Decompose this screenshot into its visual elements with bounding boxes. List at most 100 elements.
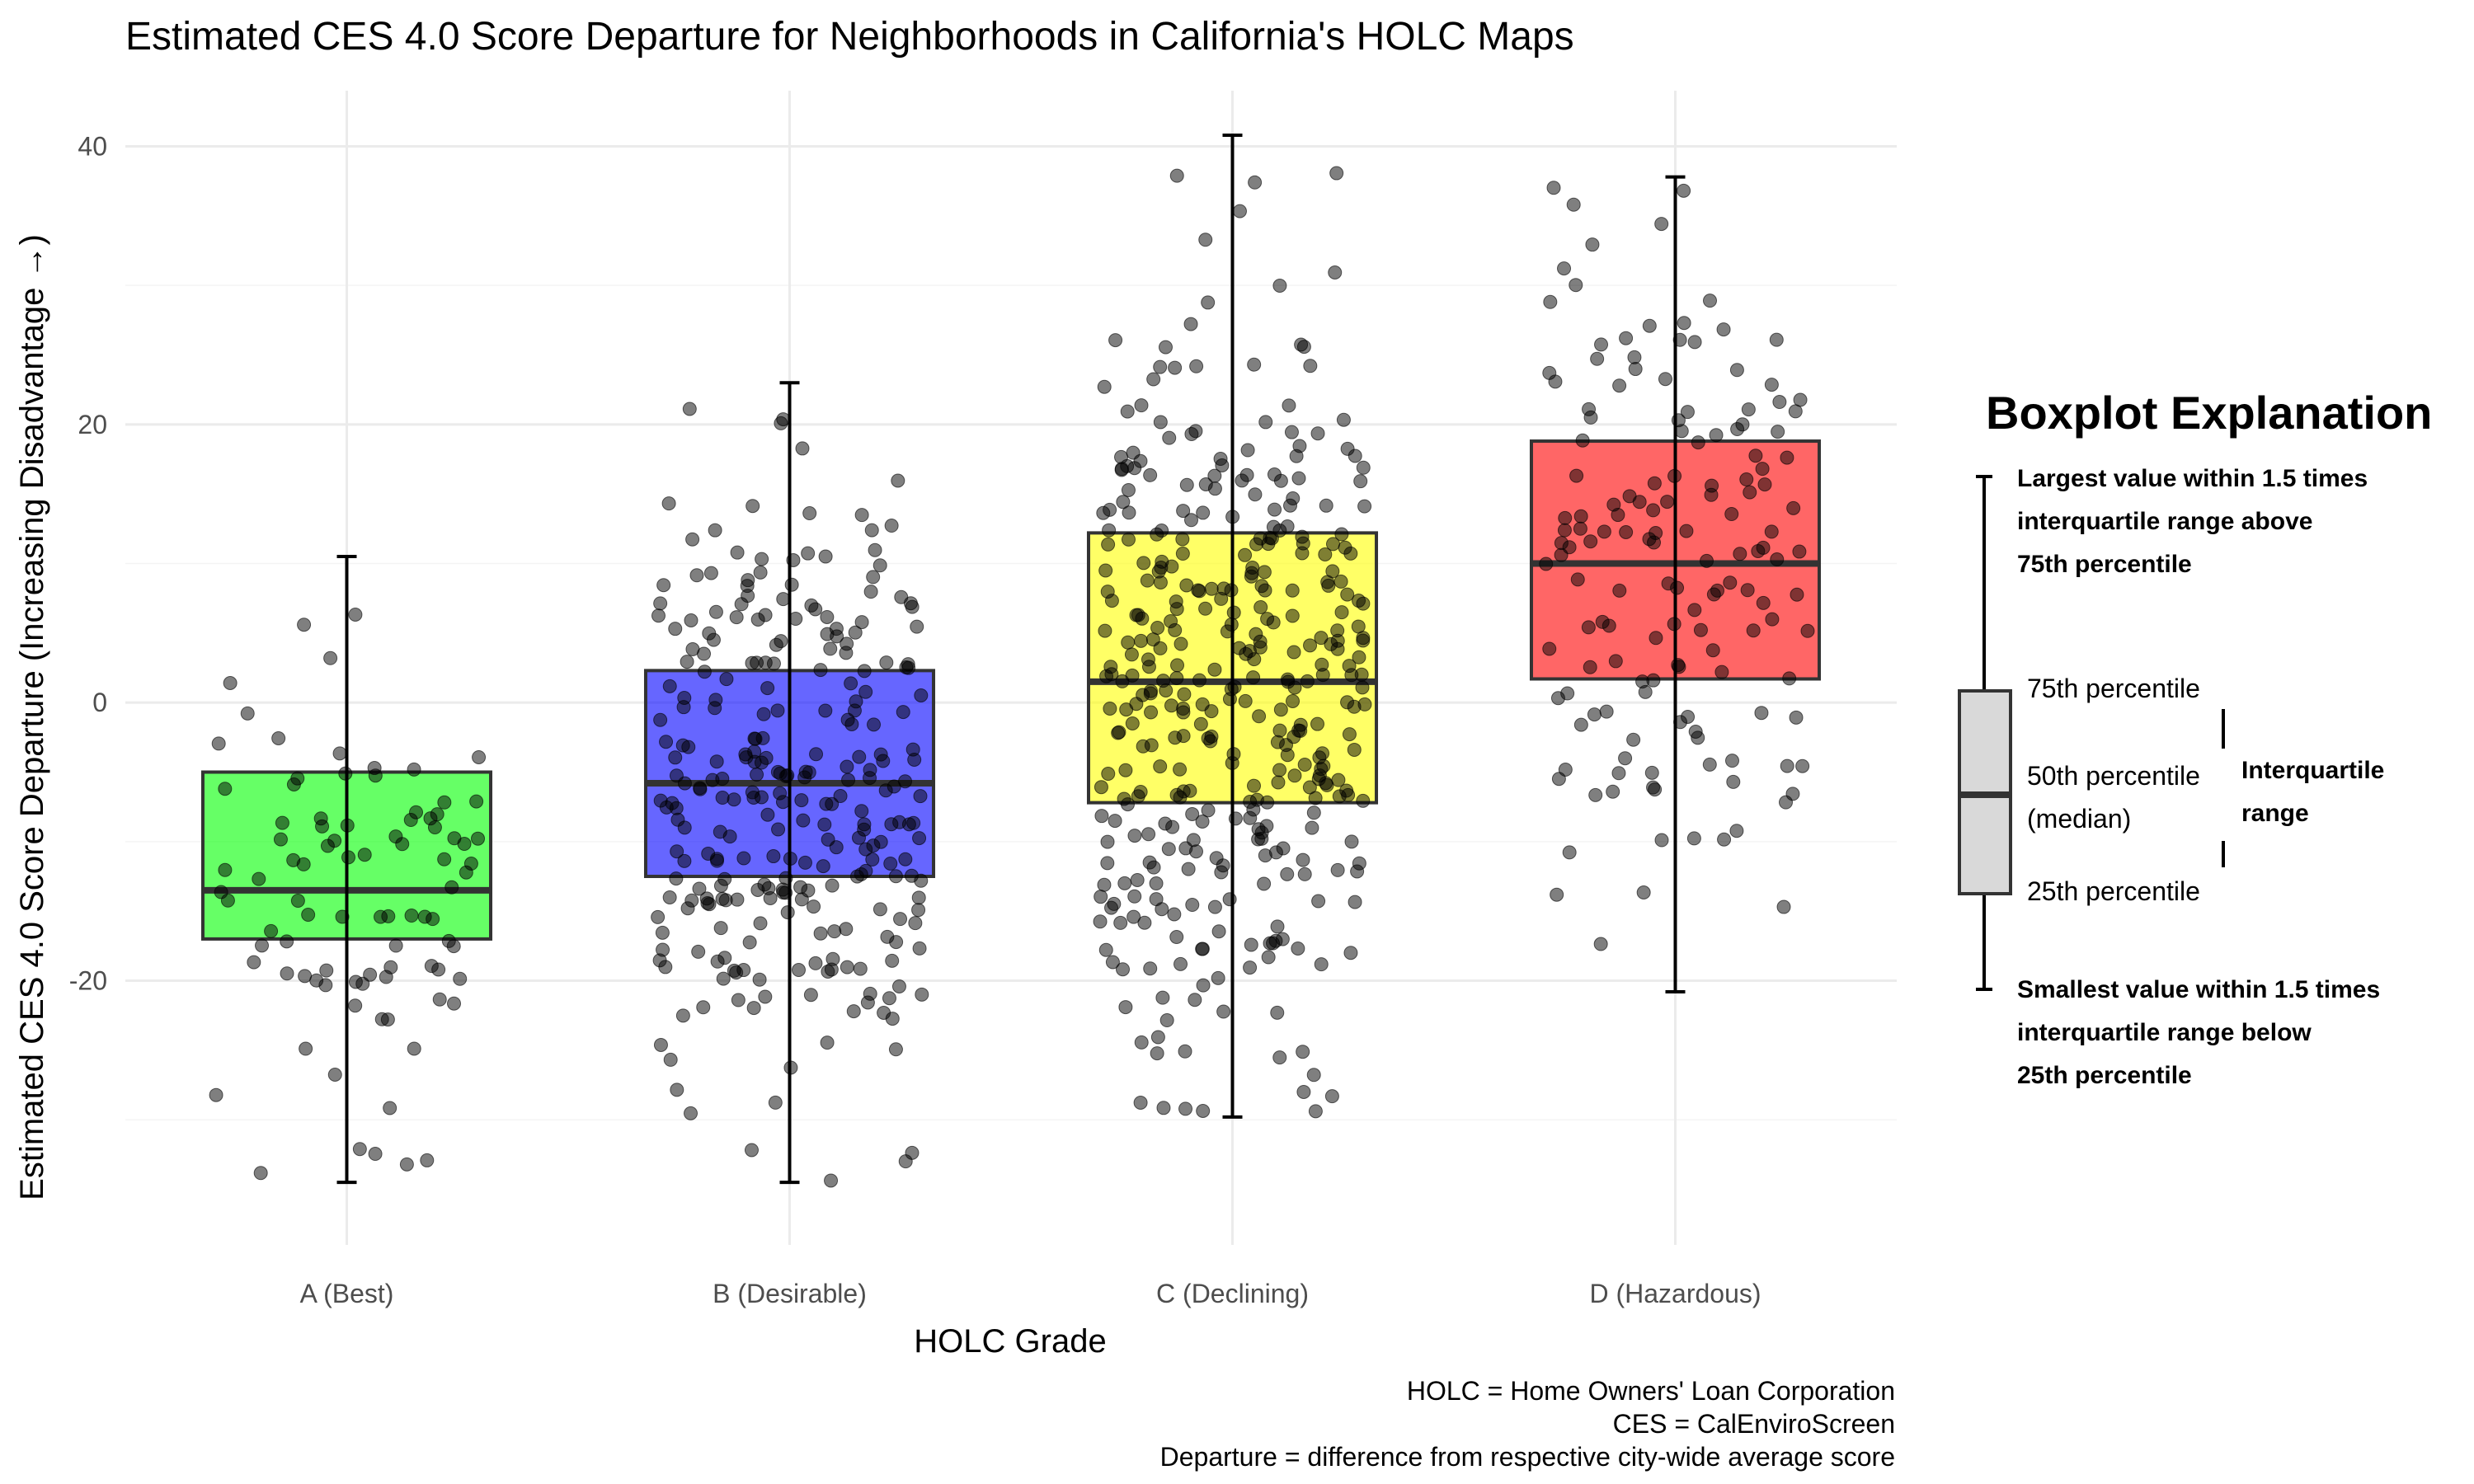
data-point [915, 987, 929, 1002]
data-point [1185, 806, 1200, 821]
data-point [1590, 351, 1605, 366]
data-point [1134, 1035, 1149, 1050]
data-point [1646, 503, 1661, 518]
data-point [1101, 537, 1116, 552]
data-point [399, 1157, 414, 1172]
data-point [1702, 757, 1717, 772]
data-point [1149, 876, 1164, 891]
data-point [380, 1012, 395, 1027]
data-point [1310, 716, 1325, 731]
data-point [682, 402, 697, 416]
data-point [1344, 668, 1359, 683]
data-point [1195, 942, 1210, 956]
data-point [1688, 725, 1703, 740]
data-point [1583, 410, 1598, 425]
data-point [1094, 890, 1108, 904]
data-point [1102, 523, 1117, 538]
data-point [684, 1106, 698, 1120]
data-point [1189, 359, 1204, 373]
data-point [1687, 603, 1702, 618]
data-point [848, 625, 863, 640]
data-point [872, 558, 887, 573]
data-point [1310, 426, 1325, 441]
data-point [729, 610, 744, 625]
data-point [1795, 758, 1810, 773]
data-point [1599, 704, 1614, 719]
data-point [1108, 814, 1122, 829]
data-point [771, 822, 786, 837]
data-point [1169, 168, 1184, 183]
data-point [1771, 425, 1785, 439]
data-point [1178, 1101, 1193, 1116]
data-point [1597, 524, 1611, 539]
data-point [1282, 398, 1296, 413]
data-point [773, 786, 788, 801]
data-point [1176, 729, 1191, 744]
data-point [713, 824, 727, 839]
data-point [407, 762, 421, 777]
data-point [795, 441, 810, 456]
data-point [824, 1173, 839, 1188]
data-point [1140, 573, 1155, 588]
data-point [1173, 790, 1188, 805]
data-point [1242, 644, 1257, 659]
data-point [796, 813, 811, 828]
data-point [1121, 532, 1136, 547]
data-point [1271, 775, 1286, 790]
data-point [1306, 1068, 1321, 1082]
data-point [1170, 658, 1185, 673]
data-point [703, 566, 718, 580]
data-point [1618, 751, 1633, 766]
data-point [1134, 633, 1149, 648]
data-point [1175, 547, 1190, 561]
data-point [1566, 197, 1581, 212]
data-point [662, 679, 677, 693]
data-point [844, 676, 858, 691]
data-point [218, 782, 233, 796]
data-point [441, 933, 456, 948]
data-point [218, 862, 233, 877]
data-point [883, 856, 898, 871]
data-point [854, 866, 868, 881]
data-point [214, 885, 228, 899]
x-tick-label: C (Declining) [1156, 1279, 1309, 1308]
data-point [1198, 232, 1213, 247]
data-point [1331, 773, 1346, 787]
data-point [857, 817, 872, 832]
data-point [1127, 889, 1142, 904]
data-point [1188, 844, 1203, 859]
data-point [1295, 546, 1310, 561]
data-point [444, 880, 459, 895]
data-point [820, 1036, 835, 1050]
data-point [1207, 662, 1222, 677]
data-point [727, 792, 741, 807]
data-point [1173, 762, 1188, 777]
data-point [1280, 748, 1295, 763]
data-point [1635, 674, 1650, 689]
data-point [1176, 504, 1191, 519]
data-point [1611, 766, 1626, 781]
plot-area: -20 0 20 40 A (Best) B (Desirable) C (Declinin… [69, 91, 1897, 1308]
data-point [1244, 569, 1258, 584]
data-point [1178, 1044, 1192, 1059]
data-point [1153, 641, 1168, 655]
data-point [301, 908, 316, 923]
data-point [653, 712, 668, 727]
data-point [1780, 758, 1794, 773]
data-point [830, 629, 844, 644]
data-point [1108, 333, 1123, 348]
data-point [1214, 865, 1229, 880]
legend-median-label: (median) [2027, 804, 2131, 834]
data-point [878, 783, 893, 798]
data-point [1285, 608, 1300, 623]
data-point [1717, 832, 1732, 847]
data-point [804, 598, 819, 613]
data-point [1114, 449, 1129, 464]
data-point [1103, 660, 1118, 674]
data-point [651, 909, 666, 924]
data-point [1174, 636, 1188, 651]
data-point [1632, 495, 1647, 510]
data-point [1185, 898, 1200, 913]
data-point [1729, 363, 1744, 378]
data-point [716, 971, 731, 986]
